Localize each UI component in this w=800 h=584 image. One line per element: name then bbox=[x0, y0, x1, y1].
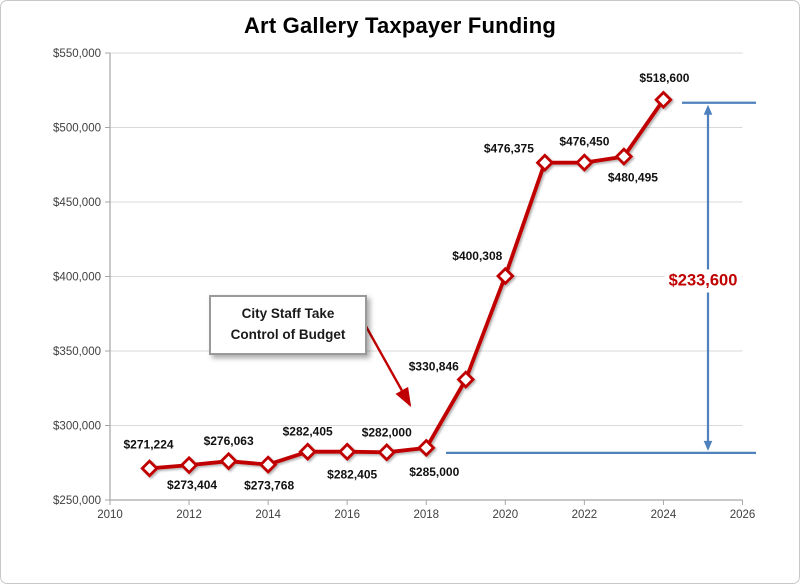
y-tick-label: $550,000 bbox=[53, 48, 101, 60]
y-tick-label: $350,000 bbox=[53, 346, 101, 358]
data-point-2012 bbox=[179, 455, 199, 475]
y-tick-label: $500,000 bbox=[53, 123, 101, 135]
y-tick-label: $300,000 bbox=[53, 421, 101, 433]
data-label-2024: $518,600 bbox=[639, 71, 689, 85]
x-tick-label: 2020 bbox=[493, 509, 519, 521]
funding-series bbox=[140, 90, 673, 478]
data-label-2022: $476,450 bbox=[559, 135, 609, 149]
data-point-2017 bbox=[377, 443, 396, 462]
x-tick-label: 2018 bbox=[413, 509, 439, 521]
data-label-2021: $476,375 bbox=[484, 142, 534, 156]
chart-title: Art Gallery Taxpayer Funding bbox=[243, 13, 557, 38]
data-point-2018 bbox=[416, 438, 436, 458]
data-point-2024 bbox=[654, 90, 673, 110]
data-point-2014 bbox=[258, 455, 278, 474]
callout-box: City Staff Take Control of Budget bbox=[209, 295, 367, 355]
gridlines bbox=[110, 52, 743, 426]
difference-arrowhead-up bbox=[703, 104, 713, 115]
data-label-2015: $282,405 bbox=[283, 425, 333, 439]
data-label-2018: $285,000 bbox=[409, 465, 459, 479]
data-label-2023: $480,495 bbox=[608, 171, 658, 185]
data-point-2019 bbox=[456, 370, 476, 389]
funding-line bbox=[147, 97, 666, 471]
data-label-2017: $282,000 bbox=[362, 425, 412, 439]
y-tick-label: $400,000 bbox=[53, 272, 101, 284]
data-label-2020: $400,308 bbox=[452, 249, 502, 263]
x-tick-label: 2022 bbox=[572, 509, 598, 521]
difference-arrowhead-down bbox=[703, 440, 713, 451]
data-point-2021 bbox=[535, 153, 555, 172]
data-point-2013 bbox=[219, 451, 238, 471]
data-labels: $271,224 $273,404 $276,063 $273,768 $282,405… bbox=[124, 71, 690, 493]
x-tick-label: 2016 bbox=[334, 509, 360, 521]
callout-text: City Staff Take Control of Budget bbox=[230, 306, 346, 342]
axes: $550,000 $500,000 $450,000 $400,000 $350,000… bbox=[53, 48, 755, 521]
data-point-2011 bbox=[140, 459, 159, 478]
data-label-2011: $271,224 bbox=[124, 437, 174, 451]
data-point-2016 bbox=[337, 442, 357, 461]
data-point-2022 bbox=[575, 153, 594, 172]
x-tick-label: 2010 bbox=[97, 509, 123, 521]
x-tick-label: 2014 bbox=[255, 509, 281, 521]
data-label-2013: $276,063 bbox=[204, 434, 254, 448]
difference-label: $233,600 bbox=[664, 269, 742, 293]
data-label-2016: $282,405 bbox=[327, 468, 377, 482]
callout-arrow bbox=[361, 320, 412, 408]
y-tick-label: $250,000 bbox=[53, 495, 101, 507]
y-tick-label: $450,000 bbox=[53, 197, 101, 209]
x-tick-label: 2024 bbox=[651, 509, 677, 521]
data-label-2014: $273,768 bbox=[244, 479, 294, 493]
x-tick-label: 2012 bbox=[176, 509, 202, 521]
data-label-2012: $273,404 bbox=[167, 478, 217, 492]
x-tick-label: 2026 bbox=[730, 509, 756, 521]
data-label-2019: $330,846 bbox=[409, 360, 459, 374]
data-point-2020 bbox=[496, 266, 515, 286]
data-point-2023 bbox=[614, 147, 634, 166]
data-point-2015 bbox=[298, 442, 317, 461]
